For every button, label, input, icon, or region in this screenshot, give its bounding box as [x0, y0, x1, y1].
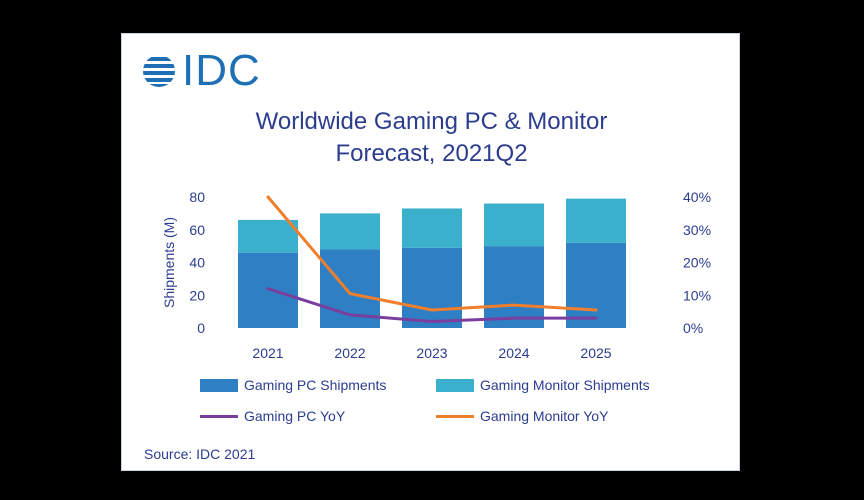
x-tick-label-2024: 2024	[498, 345, 529, 361]
x-tick-label-2025: 2025	[580, 345, 611, 361]
legend-swatch-monitor-shipments	[436, 378, 474, 392]
source-note: Source: IDC 2021	[144, 446, 256, 462]
x-tick-label-2021: 2021	[252, 345, 283, 361]
y-tick-label-0: 0	[197, 320, 205, 336]
idc-globe-icon	[143, 57, 175, 87]
y-tick-label-40: 40	[189, 255, 205, 271]
chart-title: Worldwide Gaming PC & Monitor Forecast, …	[122, 106, 741, 170]
y2-tick-label-2: 20%	[683, 255, 711, 271]
bar-pc-shipments-2025	[566, 242, 626, 328]
legend-label-pc-shipments: Gaming PC Shipments	[244, 377, 387, 393]
chart-title-line-2: Forecast, 2021Q2	[335, 140, 528, 167]
bar-monitor-shipments-2023	[402, 208, 462, 248]
bar-pc-shipments-2021	[238, 252, 298, 328]
x-tick-label-2022: 2022	[334, 345, 365, 361]
y-tick-label-60: 60	[189, 222, 205, 238]
legend-item-pc-shipments: Gaming PC Shipments	[200, 377, 386, 393]
y-tick-label-80: 80	[189, 189, 205, 205]
legend-swatch-monitor-yoy	[436, 414, 474, 418]
bar-monitor-shipments-2021	[238, 219, 298, 253]
legend-label-monitor-shipments: Gaming Monitor Shipments	[480, 377, 650, 393]
y2-tick-label-3: 30%	[683, 222, 711, 238]
legend-item-pc-yoy: Gaming PC YoY	[200, 408, 345, 424]
y-tick-label-20: 20	[189, 287, 205, 303]
bar-monitor-shipments-2024	[484, 203, 544, 247]
legend-item-monitor-yoy: Gaming Monitor YoY	[436, 408, 608, 424]
legend-swatch-pc-shipments	[200, 378, 238, 392]
bar-pc-shipments-2023	[402, 247, 462, 328]
line-pc-yoy	[266, 287, 598, 323]
line-monitor-yoy	[266, 195, 598, 312]
y-axis-label: Shipments (M)	[161, 217, 177, 308]
bar-monitor-shipments-2025	[566, 198, 626, 243]
bar-pc-shipments-2024	[484, 246, 544, 328]
chart-card: IDC Worldwide Gaming PC & Monitor Foreca…	[121, 33, 740, 471]
chart-svg: 2021 2022 2023 2024 2025 0 20 40 60 80 0% 10% 20% 30%…	[161, 189, 711, 361]
logo-text: IDC	[182, 46, 261, 95]
x-tick-label-2023: 2023	[416, 345, 447, 361]
legend-item-monitor-shipments: Gaming Monitor Shipments	[436, 377, 650, 393]
legend-label-pc-yoy: Gaming PC YoY	[244, 408, 346, 424]
legend-label-monitor-yoy: Gaming Monitor YoY	[480, 408, 609, 424]
bar-monitor-shipments-2022	[320, 213, 380, 250]
legend-swatch-pc-yoy	[200, 414, 238, 418]
y2-tick-label-1: 10%	[683, 287, 711, 303]
y2-tick-label-0: 0%	[683, 320, 703, 336]
chart-title-line-1: Worldwide Gaming PC & Monitor	[255, 108, 608, 135]
idc-logo: IDC	[142, 46, 261, 95]
y2-tick-label-4: 40%	[683, 189, 711, 205]
